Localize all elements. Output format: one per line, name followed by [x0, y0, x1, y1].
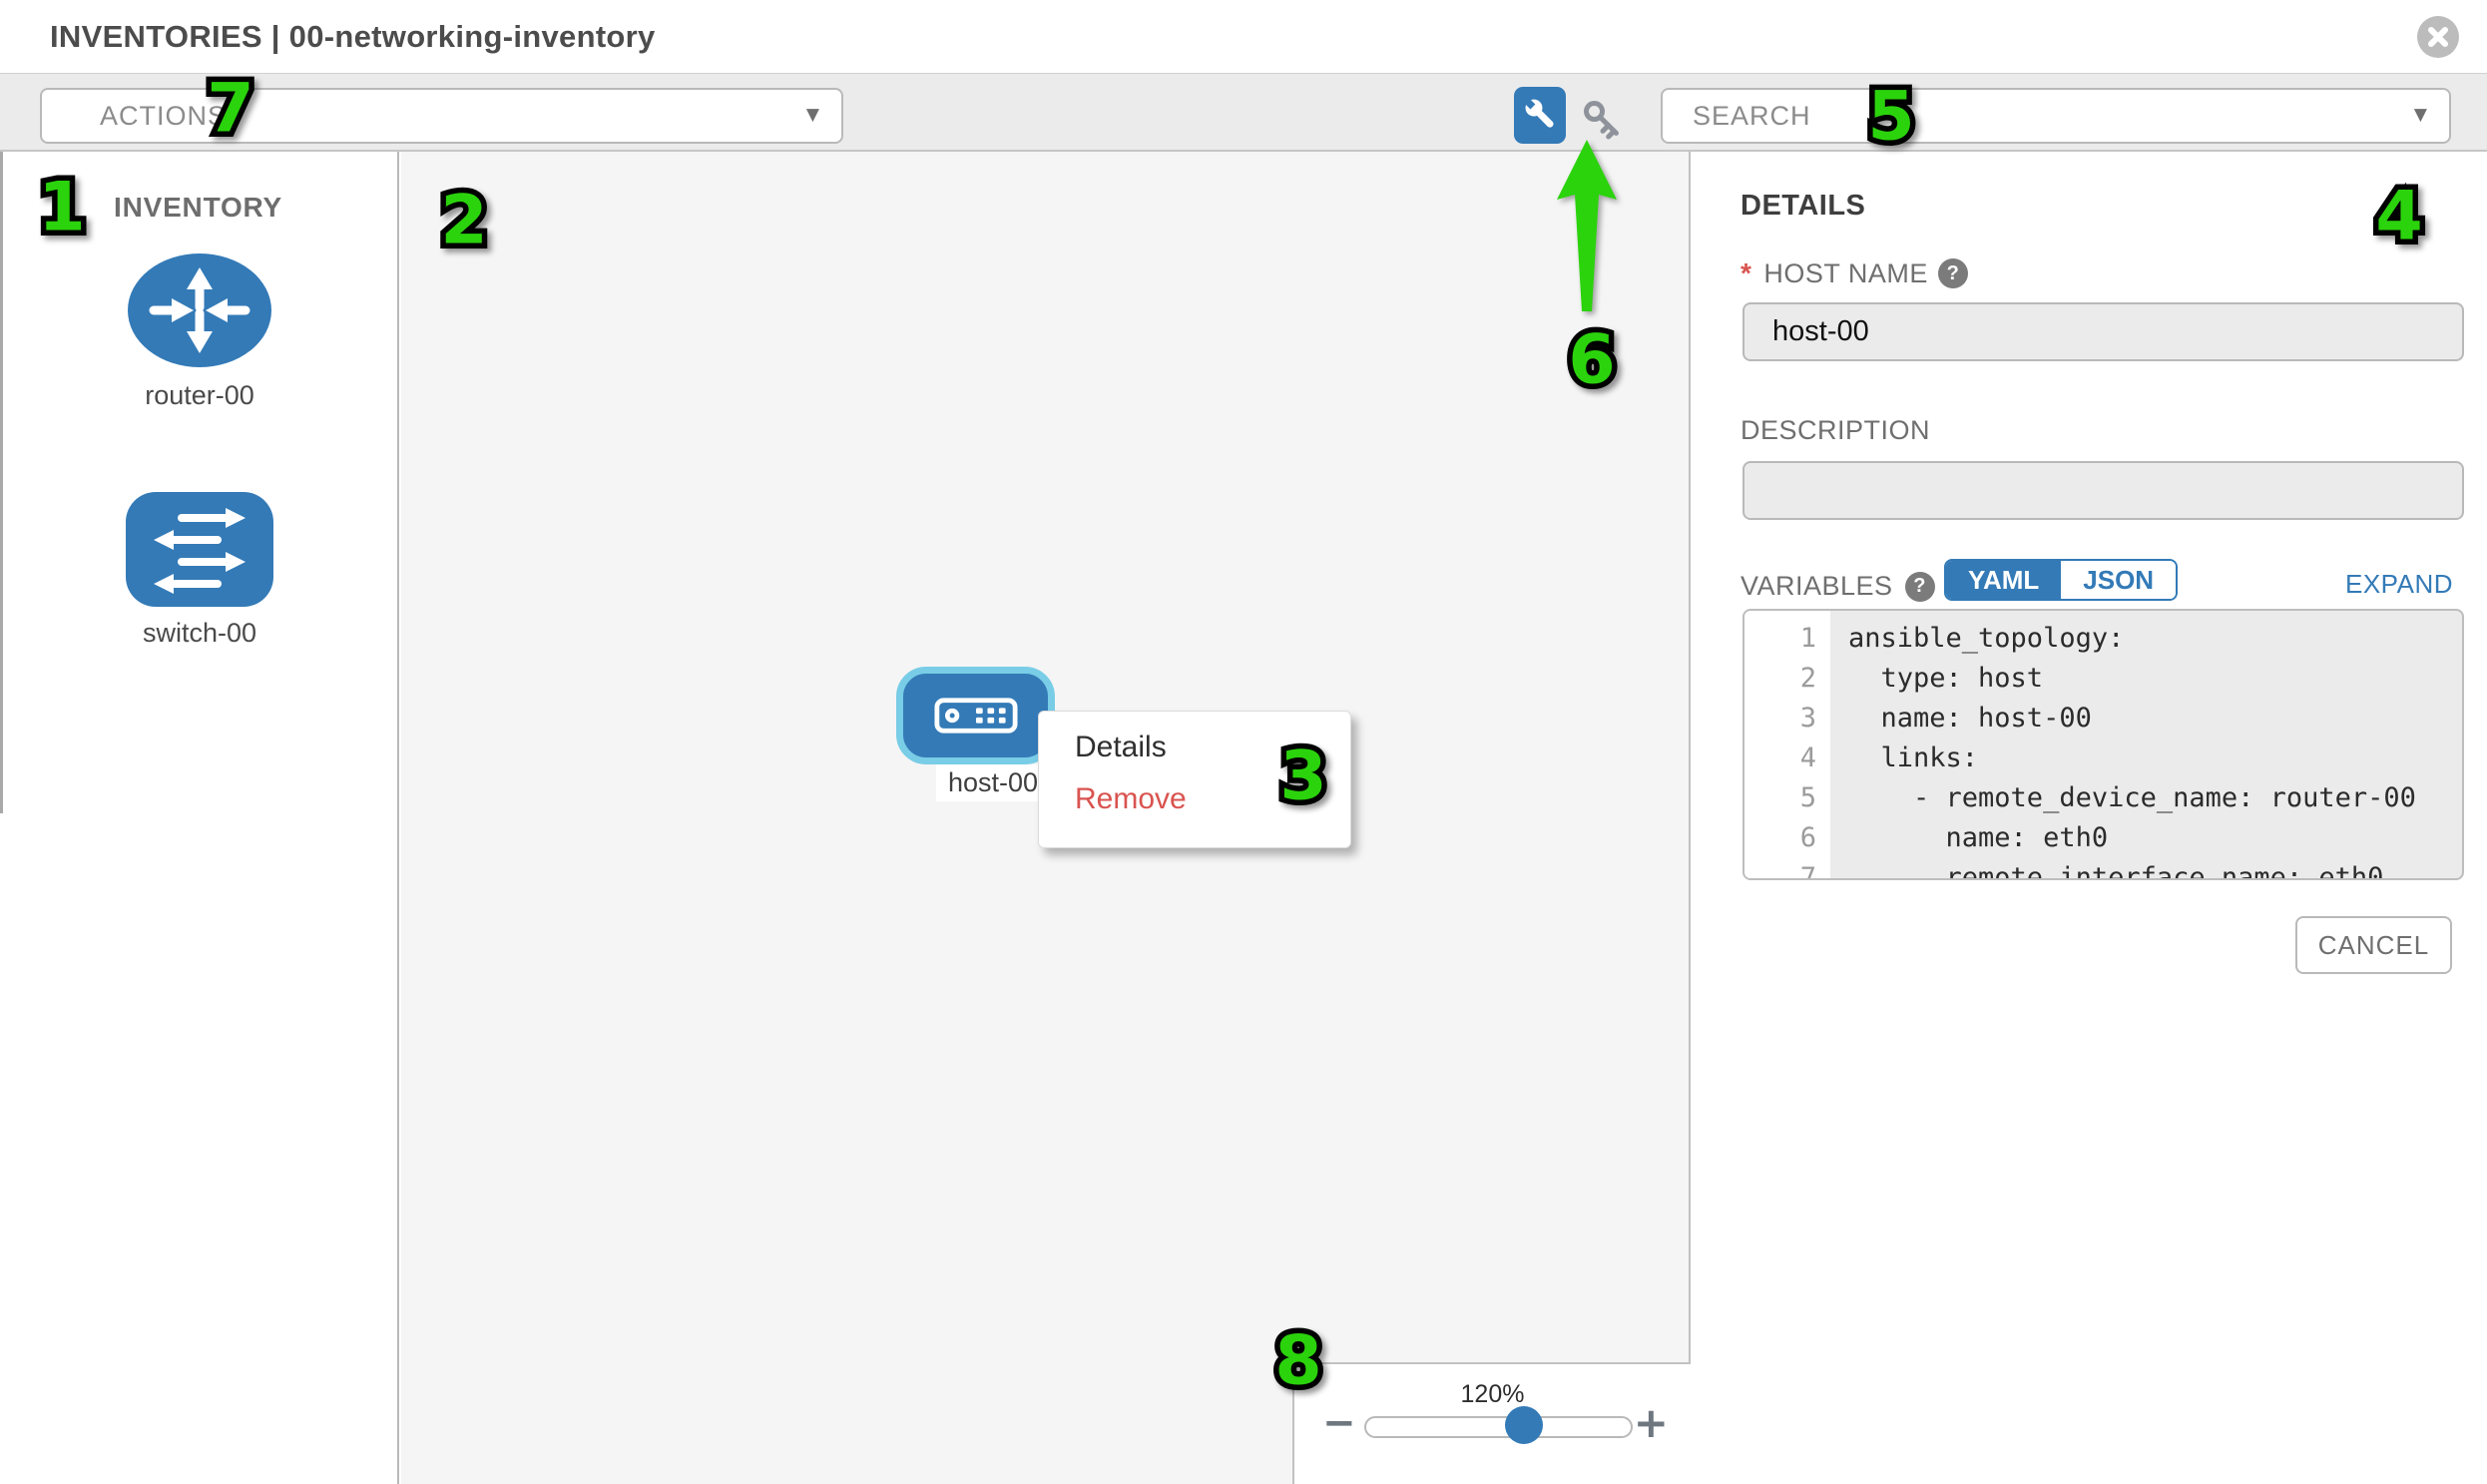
- line-number: 1: [1799, 623, 1816, 654]
- topology-canvas[interactable]: host-00 Details Remove 120% − +: [401, 152, 1691, 1484]
- palette-item-switch[interactable]: switch-00: [0, 492, 399, 649]
- code-line: ansible_topology:: [1848, 623, 2125, 654]
- help-icon[interactable]: ?: [1937, 258, 1968, 288]
- page-title: INVENTORIES | 00-networking-inventory: [50, 19, 656, 54]
- details-panel: DETAILS * HOST NAME ? DESCRIPTION VARIAB…: [1693, 152, 2487, 1484]
- key-icon: [1584, 101, 1619, 140]
- host-name-field[interactable]: [1742, 302, 2464, 361]
- zoom-slider[interactable]: [1364, 1406, 1633, 1444]
- zoom-control: 120% − +: [1292, 1362, 1691, 1484]
- details-heading: DETAILS: [1741, 190, 1866, 222]
- description-label-text: DESCRIPTION: [1741, 415, 1931, 445]
- credentials-button[interactable]: [1575, 94, 1631, 146]
- line-number: 2: [1799, 663, 1816, 694]
- description-label: DESCRIPTION: [1741, 415, 1930, 446]
- host-name-label-text: HOST NAME: [1763, 257, 1928, 288]
- code-line: remote_interface_name: eth0: [1848, 862, 2384, 880]
- chevron-down-icon: ▼: [2413, 105, 2427, 125]
- switch-icon: [126, 492, 273, 612]
- toolbar: ACTIONS ▼ SEARCH: [0, 73, 2487, 152]
- palette-item-label: switch-00: [142, 618, 257, 648]
- help-icon[interactable]: ?: [1904, 571, 1935, 602]
- yaml-toggle-button[interactable]: YAML: [1946, 561, 2062, 599]
- variables-label-text: VARIABLES: [1741, 571, 1893, 601]
- code-line: name: host-00: [1848, 703, 2092, 734]
- close-icon[interactable]: [2417, 16, 2459, 58]
- variables-label: VARIABLES ?: [1741, 571, 1935, 602]
- code-line-numbers: 1 2 3 4 5 6 7: [1744, 611, 1830, 878]
- line-number: 3: [1799, 703, 1816, 734]
- cancel-button[interactable]: CANCEL: [2295, 916, 2452, 974]
- code-content[interactable]: ansible_topology: type: host name: host-…: [1830, 611, 2462, 878]
- variables-format-toggle: YAML JSON: [1944, 559, 2179, 601]
- header-bar: INVENTORIES | 00-networking-inventory: [0, 0, 2487, 73]
- zoom-slider-handle[interactable]: [1504, 1406, 1543, 1444]
- wrench-icon: [1523, 96, 1554, 128]
- json-toggle-button[interactable]: JSON: [2061, 561, 2177, 599]
- menu-item-remove[interactable]: Remove: [1075, 782, 1187, 815]
- code-line: name: eth0: [1848, 822, 2109, 853]
- x-glyph: [2428, 27, 2448, 47]
- line-number: 4: [1799, 742, 1816, 773]
- menu-item-details[interactable]: Details: [1075, 731, 1167, 763]
- zoom-in-button[interactable]: +: [1633, 1398, 1669, 1447]
- line-number: 7: [1799, 862, 1816, 880]
- host-node-label: host-00: [936, 764, 1051, 801]
- code-line: type: host: [1848, 663, 2044, 694]
- required-marker: *: [1741, 257, 1752, 288]
- palette-heading: INVENTORY: [114, 192, 283, 223]
- inventory-palette: INVENTORY router-00: [0, 152, 399, 1484]
- variables-code-editor[interactable]: 1 2 3 4 5 6 7 ansible_topology: type: ho…: [1742, 609, 2464, 880]
- description-field[interactable]: [1742, 461, 2464, 520]
- palette-item-router[interactable]: router-00: [0, 251, 399, 411]
- toolbox-button[interactable]: [1514, 87, 1566, 144]
- search-placeholder: SEARCH: [1693, 100, 1811, 131]
- host-node[interactable]: [896, 667, 1055, 764]
- expand-link[interactable]: EXPAND: [2345, 569, 2453, 599]
- line-number: 5: [1799, 782, 1816, 813]
- code-line: - remote_device_name: router-00: [1848, 782, 2416, 813]
- line-number: 6: [1799, 822, 1816, 853]
- palette-item-label: router-00: [145, 380, 254, 410]
- host-server-icon: [933, 698, 1018, 734]
- host-name-label: * HOST NAME ?: [1741, 257, 1968, 289]
- actions-dropdown[interactable]: ACTIONS ▼: [40, 88, 843, 144]
- zoom-level-value: 120%: [1460, 1380, 1525, 1408]
- node-context-menu: Details Remove: [1038, 711, 1351, 848]
- zoom-out-button[interactable]: −: [1322, 1400, 1356, 1446]
- search-dropdown[interactable]: SEARCH ▼: [1661, 88, 2451, 144]
- chevron-down-icon: ▼: [805, 105, 819, 125]
- router-icon: [126, 251, 273, 374]
- actions-dropdown-label: ACTIONS: [100, 100, 228, 131]
- code-line: links:: [1848, 742, 1979, 773]
